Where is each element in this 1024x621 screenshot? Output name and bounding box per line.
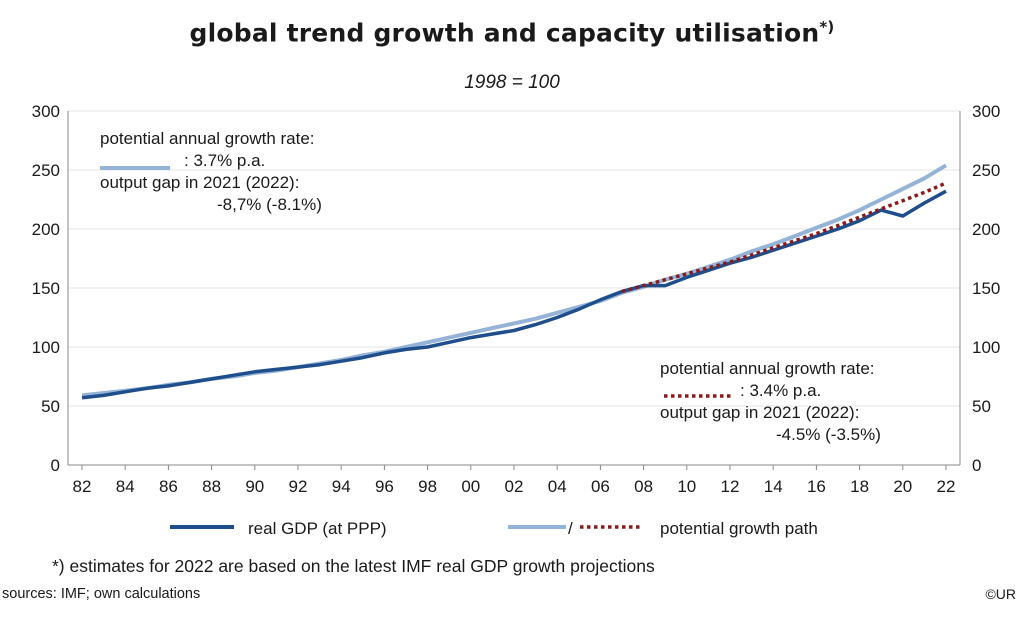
x-tick-20: 20	[893, 477, 912, 496]
x-tick-02: 02	[505, 477, 524, 496]
chart-title: global trend growth and capacity utilisa…	[189, 18, 835, 48]
x-tick-06: 06	[591, 477, 610, 496]
legend-label-trend: potential growth path	[660, 519, 818, 538]
series-line-solid-dark	[81, 189, 947, 400]
y-tick-right-100: 100	[972, 338, 1000, 357]
y-tick-right-150: 150	[972, 279, 1000, 298]
legend: real GDP (at PPP) / potential growth pat…	[170, 519, 818, 538]
chart-subtitle: 1998 = 100	[464, 72, 560, 93]
annotation-left-line4: -8,7% (-8.1%)	[217, 195, 322, 214]
x-tick-22: 22	[937, 477, 956, 496]
x-tick-04: 04	[548, 477, 567, 496]
annotation-right-line4: -4.5% (-3.5%)	[776, 425, 881, 444]
annotation-right: potential annual growth rate: : 3.4% p.a…	[660, 358, 940, 446]
x-tick-98: 98	[418, 477, 437, 496]
x-tick-00: 00	[461, 477, 480, 496]
annotation-left-line1: potential annual growth rate:	[100, 129, 315, 148]
x-tick-92: 92	[289, 477, 308, 496]
x-tick-94: 94	[332, 477, 351, 496]
x-tick-90: 90	[245, 477, 264, 496]
annotation-left-line2: : 3.7% p.a.	[184, 151, 266, 170]
x-tick-08: 08	[634, 477, 653, 496]
y-tick-left-50: 50	[41, 397, 60, 416]
x-tick-12: 12	[721, 477, 740, 496]
axes	[67, 111, 961, 470]
annotation-right-line2: : 3.4% p.a.	[740, 381, 822, 400]
x-axis-labels: 82 84 86 88 90 92 94 96 98 00 02 04 06 08 10 12 14 16 18 20…	[73, 477, 956, 496]
x-tick-82: 82	[73, 477, 92, 496]
source-note: sources: IMF; own calculations	[2, 586, 201, 602]
y-tick-left-150: 150	[32, 279, 60, 298]
series-lines	[81, 163, 948, 400]
title-footnote-mark: *)	[819, 18, 835, 36]
annotation-left: potential annual growth rate: : 3.7% p.a…	[100, 128, 380, 216]
y-tick-right-250: 250	[972, 161, 1000, 180]
annotation-swatches	[100, 166, 732, 398]
y-tick-right-50: 50	[972, 397, 991, 416]
x-tick-86: 86	[159, 477, 178, 496]
footnote: *) estimates for 2022 are based on the l…	[52, 556, 655, 576]
annotation-left-line3: output gap in 2021 (2022):	[100, 173, 300, 192]
x-tick-16: 16	[807, 477, 826, 496]
y-tick-right-0: 0	[972, 456, 981, 475]
y-tick-left-300: 300	[32, 102, 60, 121]
y-tick-right-200: 200	[972, 220, 1000, 239]
x-tick-84: 84	[116, 477, 135, 496]
y-tick-left-250: 250	[32, 161, 60, 180]
x-tick-14: 14	[764, 477, 783, 496]
series-line-dotted	[621, 181, 947, 294]
x-tick-18: 18	[850, 477, 869, 496]
x-tick-88: 88	[202, 477, 221, 496]
annotation-right-line1: potential annual growth rate:	[660, 359, 875, 378]
legend-separator: /	[568, 519, 573, 538]
y-tick-left-100: 100	[32, 338, 60, 357]
y-tick-right-300: 300	[972, 102, 1000, 121]
x-tick-96: 96	[375, 477, 394, 496]
legend-label-gdp: real GDP (at PPP)	[248, 519, 387, 538]
annotation-right-line3: output gap in 2021 (2022):	[660, 403, 860, 422]
y-axis-left-labels: 0 50 100 150 200 250 300	[32, 102, 60, 475]
y-tick-left-200: 200	[32, 220, 60, 239]
copyright: ©UR	[985, 586, 1016, 602]
y-tick-left-0: 0	[51, 456, 60, 475]
x-tick-10: 10	[677, 477, 696, 496]
y-axis-right-labels: 0 50 100 150 200 250 300	[972, 102, 1000, 475]
